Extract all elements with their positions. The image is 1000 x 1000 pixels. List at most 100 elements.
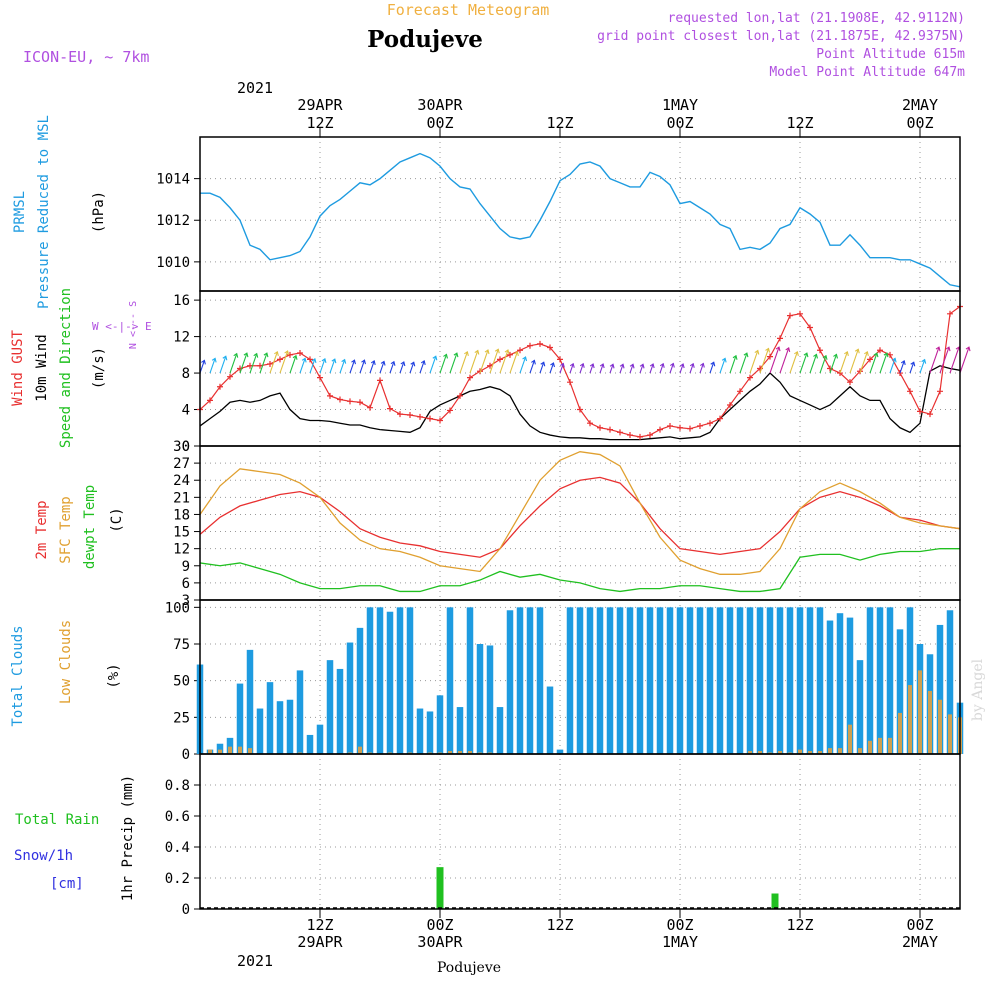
total-cloud-bar bbox=[456, 707, 464, 754]
wind-arrow-head bbox=[311, 357, 317, 363]
top-year: 2021 bbox=[237, 79, 273, 97]
wind-arrow bbox=[229, 353, 238, 374]
wind-arrow-head bbox=[361, 359, 367, 365]
low-cloud-bar bbox=[858, 748, 862, 754]
gust-marker bbox=[497, 356, 503, 363]
time-label-top-hour: 12Z bbox=[786, 114, 813, 132]
wind-arrow-head bbox=[301, 357, 307, 363]
gust-marker bbox=[307, 356, 313, 363]
wind-arrow-head bbox=[243, 352, 249, 358]
wind-arrow bbox=[889, 358, 896, 374]
wind-arrow-head bbox=[629, 363, 635, 369]
total-cloud-bar bbox=[596, 607, 604, 754]
wind-arrow bbox=[729, 355, 737, 374]
total-cloud-bar bbox=[396, 607, 404, 754]
y-tick-label: 75 bbox=[173, 637, 190, 653]
low-cloud-bar bbox=[758, 751, 762, 754]
gust-marker bbox=[417, 413, 423, 420]
wind-arrow bbox=[879, 352, 888, 374]
gust-marker bbox=[877, 347, 883, 354]
y-tick-label: 0.8 bbox=[165, 778, 190, 794]
total-cloud-bar bbox=[586, 607, 594, 754]
y-tick-label: 15 bbox=[173, 525, 190, 541]
total-cloud-bar bbox=[656, 607, 664, 754]
y-tick-label: 1012 bbox=[156, 213, 190, 229]
total-cloud-bar bbox=[706, 607, 714, 754]
bottom-location: Podujeve bbox=[437, 960, 501, 976]
total-cloud-bar bbox=[526, 607, 534, 754]
gust-marker bbox=[947, 310, 953, 317]
wind-arrow-head bbox=[659, 362, 665, 368]
total-cloud-bar bbox=[616, 607, 624, 754]
y-tick-label: 0.6 bbox=[165, 809, 190, 825]
p4-unit: (%) bbox=[106, 663, 122, 688]
p3-label-dew: dewpt Temp bbox=[82, 485, 98, 569]
total-cloud-bar bbox=[246, 649, 254, 754]
wind-arrow bbox=[639, 364, 644, 374]
wind-arrow bbox=[929, 346, 940, 374]
low-cloud-bar bbox=[218, 749, 222, 754]
gust-marker bbox=[637, 433, 643, 440]
wind-arrow bbox=[579, 363, 584, 374]
y-tick-label: 12 bbox=[173, 330, 190, 346]
total-cloud-bar bbox=[856, 660, 864, 754]
gust-marker bbox=[927, 411, 933, 418]
wind-arrow bbox=[759, 348, 770, 374]
panel-frame bbox=[199, 753, 961, 910]
wind-arrow-head bbox=[514, 350, 519, 356]
time-label-bottom-hour: 12Z bbox=[546, 916, 573, 934]
y-tick-label: 0 bbox=[182, 902, 190, 918]
wind-arrow-head bbox=[400, 361, 406, 367]
total-cloud-bar bbox=[736, 607, 744, 754]
gust-marker bbox=[807, 324, 813, 331]
total-cloud-bar bbox=[226, 737, 234, 754]
low-cloud-bar bbox=[228, 746, 232, 754]
wind-arrow bbox=[329, 358, 336, 374]
y-tick-label: 16 bbox=[173, 293, 190, 309]
wind-arrow-head bbox=[550, 362, 556, 368]
total-cloud-bar bbox=[256, 708, 264, 754]
wind-arrow bbox=[269, 351, 278, 374]
gust-marker bbox=[937, 388, 943, 395]
wind-arrow-head bbox=[233, 352, 239, 358]
total-cloud-bar bbox=[356, 627, 364, 754]
wind-arrow-head bbox=[935, 346, 941, 352]
time-label-bottom-hour: 00Z bbox=[666, 916, 693, 934]
wind-arrow bbox=[539, 362, 545, 374]
p2-compass-ns: N <--- S bbox=[128, 301, 139, 349]
gust-marker bbox=[787, 312, 793, 319]
total-cloud-bar bbox=[506, 610, 514, 754]
wind-arrow bbox=[389, 361, 395, 374]
credit: by Angel bbox=[970, 658, 986, 721]
wind-arrow bbox=[919, 359, 926, 374]
wind-arrow-head bbox=[649, 363, 655, 369]
time-label-top-hour: 00Z bbox=[666, 114, 693, 132]
gust-marker bbox=[857, 368, 863, 375]
low-cloud-bar bbox=[208, 749, 212, 754]
gust-marker bbox=[447, 407, 453, 414]
wind-arrow bbox=[319, 358, 326, 374]
wind-arrow bbox=[839, 351, 848, 374]
p1-label-prmsl: PRMSL bbox=[12, 191, 28, 233]
low-cloud-bar bbox=[938, 699, 942, 754]
low-cloud-bar bbox=[238, 746, 242, 754]
total-cloud-bar bbox=[666, 607, 674, 754]
total-cloud-bar bbox=[346, 642, 354, 754]
gust-marker bbox=[327, 392, 333, 399]
total-cloud-bar bbox=[786, 607, 794, 754]
wind-arrow-head bbox=[910, 361, 916, 367]
y-tick-label: 50 bbox=[173, 674, 190, 690]
wind-arrow-head bbox=[833, 353, 838, 359]
gust-marker bbox=[207, 397, 213, 404]
time-label-bottom-hour: 12Z bbox=[786, 916, 813, 934]
wind-arrow-head bbox=[351, 359, 357, 365]
wind-arrow-head bbox=[743, 352, 749, 358]
y-tick-label: 24 bbox=[173, 473, 190, 489]
wind-arrow bbox=[829, 354, 837, 374]
wind-arrow-head bbox=[474, 349, 480, 355]
p1-unit: (hPa) bbox=[91, 191, 107, 233]
total-cloud-bar bbox=[806, 607, 814, 754]
total-cloud-bar bbox=[876, 607, 884, 754]
gust-marker bbox=[467, 374, 473, 381]
